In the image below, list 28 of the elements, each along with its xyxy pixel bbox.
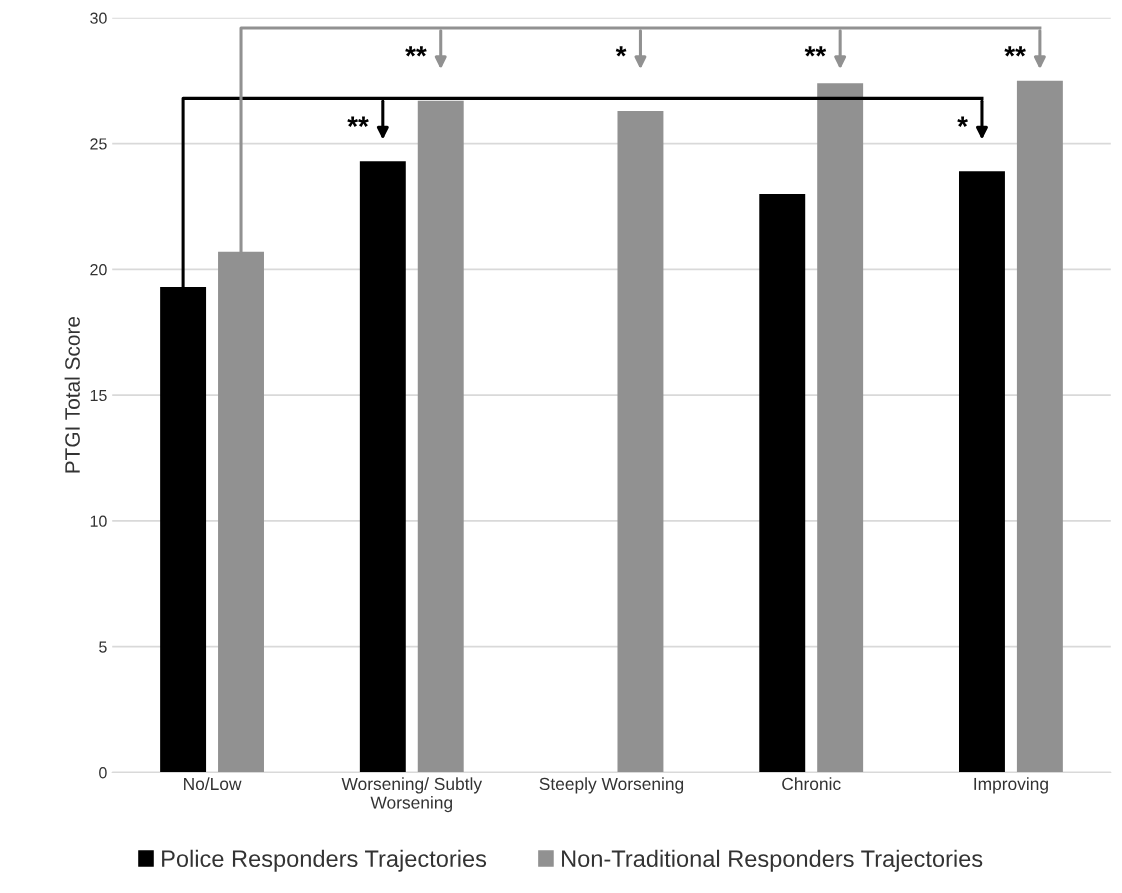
x-tick-label: Improving [974, 777, 1048, 794]
legend-label: Non-Traditional Responders Trajectories [562, 849, 983, 872]
bar [817, 83, 864, 773]
y-tick-label: 0 [99, 767, 107, 779]
annotation: ** [1004, 46, 1026, 57]
y-tick-label: 15 [90, 389, 107, 402]
y-tick-label: 25 [90, 138, 107, 150]
annotation: ** [347, 116, 369, 127]
y-axis-title: PTGI Total Score [64, 316, 80, 473]
bar [1016, 80, 1063, 773]
y-tick-label: 20 [90, 264, 107, 276]
annotation: ** [804, 46, 827, 57]
x-tick-label: Worsening/ Subtly Worsening [341, 777, 483, 813]
annotation: * [615, 46, 627, 57]
x-tick-label: No/Low [184, 777, 242, 791]
legend-label: Police Responders Trajectories [162, 849, 487, 872]
y-tick-label: 10 [90, 515, 107, 527]
annotation: ** [405, 46, 427, 57]
bar [759, 193, 806, 773]
x-tick-label: Chronic [782, 777, 841, 791]
bar [359, 161, 406, 773]
bar [959, 171, 1005, 773]
annotation: * [957, 116, 968, 127]
x-tick-label: Steeply Worsening [539, 777, 684, 794]
y-tick-label: 5 [99, 641, 107, 653]
y-tick-label: 30 [90, 12, 107, 24]
bar [617, 110, 664, 773]
bar [417, 100, 464, 773]
